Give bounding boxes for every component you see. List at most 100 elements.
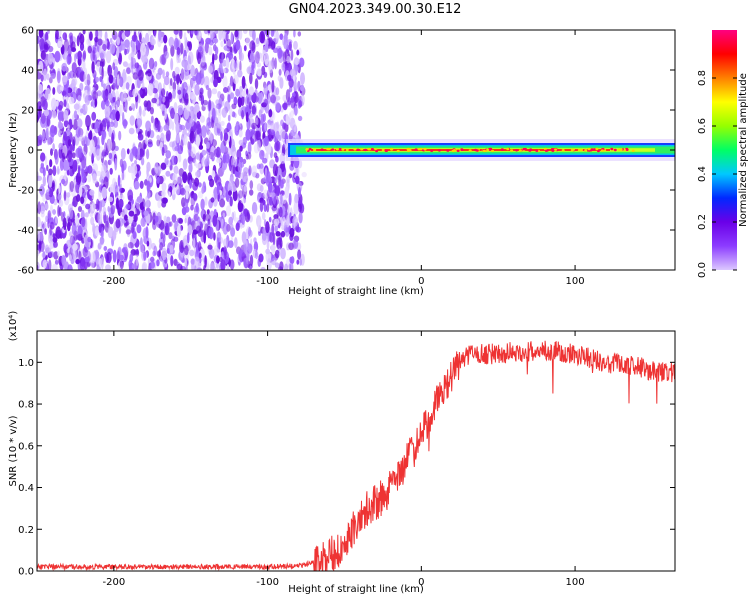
- noise-blob: [208, 226, 214, 240]
- signal-speck: [544, 149, 548, 152]
- noise-blob: [195, 163, 202, 169]
- noise-blob: [104, 31, 108, 41]
- noise-blob: [203, 76, 210, 89]
- noise-blob: [126, 148, 130, 155]
- noise-blob: [238, 190, 244, 199]
- noise-blob: [272, 47, 279, 53]
- x-tick-label: 0: [418, 276, 424, 287]
- signal-speck: [414, 148, 418, 151]
- signal-speck: [341, 148, 345, 151]
- noise-blob: [72, 72, 78, 78]
- y-tick-label: 20: [21, 106, 34, 117]
- noise-blob: [141, 261, 148, 270]
- noise-blob: [255, 130, 261, 141]
- noise-blob: [264, 136, 269, 147]
- noise-blob: [107, 92, 113, 101]
- noise-blob: [37, 193, 39, 201]
- noise-blob: [260, 91, 263, 97]
- noise-blob: [67, 139, 72, 147]
- noise-blob: [216, 255, 220, 264]
- x-tick-label: -200: [103, 276, 126, 287]
- noise-blob: [238, 214, 242, 222]
- y-tick-label: 60: [21, 26, 34, 37]
- noise-blob: [195, 72, 202, 85]
- noise-blob: [99, 236, 105, 245]
- noise-blob: [225, 205, 231, 217]
- noise-blob: [45, 87, 51, 101]
- noise-blob: [274, 262, 280, 269]
- noise-blob: [161, 182, 167, 192]
- noise-blob: [132, 231, 137, 239]
- noise-blob: [99, 122, 104, 132]
- noise-blob: [124, 48, 127, 56]
- noise-blob: [251, 122, 257, 130]
- noise-blob: [201, 149, 207, 156]
- noise-blob: [228, 216, 234, 225]
- noise-blob: [116, 36, 120, 46]
- noise-blob: [161, 247, 167, 261]
- noise-blob: [131, 34, 138, 42]
- noise-blob: [170, 255, 174, 267]
- noise-blob: [56, 165, 60, 175]
- noise-blob: [143, 210, 149, 217]
- noise-blob: [61, 211, 64, 222]
- noise-blob: [67, 221, 71, 232]
- noise-blob: [145, 129, 148, 137]
- noise-blob: [188, 106, 193, 117]
- noise-blob: [150, 75, 155, 83]
- noise-blob: [176, 217, 183, 224]
- noise-blob: [225, 57, 230, 69]
- noise-blob: [243, 45, 247, 52]
- noise-blob: [148, 57, 155, 70]
- noise-blob: [223, 87, 229, 93]
- noise-blob: [119, 259, 124, 270]
- x-tick-label: 0: [418, 577, 424, 588]
- noise-blob: [156, 134, 160, 140]
- signal-speck: [453, 149, 457, 152]
- noise-blob: [234, 30, 239, 38]
- noise-blob: [193, 159, 197, 167]
- noise-blob: [189, 91, 196, 100]
- noise-blob: [270, 122, 275, 133]
- noise-blob: [107, 138, 113, 152]
- noise-blob: [168, 92, 172, 100]
- noise-blob: [251, 165, 257, 178]
- x-tick-label: 100: [566, 577, 585, 588]
- noise-blob: [55, 30, 59, 40]
- noise-blob: [264, 39, 269, 46]
- noise-blob: [221, 52, 224, 64]
- noise-blob: [157, 120, 161, 133]
- noise-blob: [227, 94, 231, 103]
- noise-blob: [300, 84, 305, 92]
- noise-blob: [107, 64, 113, 77]
- noise-blob: [116, 45, 120, 59]
- signal-speck: [313, 148, 317, 152]
- noise-blob: [115, 218, 121, 229]
- noise-blob: [117, 246, 122, 257]
- noise-blob: [275, 87, 280, 96]
- noise-blob: [39, 38, 45, 50]
- noise-blob: [233, 96, 238, 106]
- noise-blob: [40, 152, 46, 162]
- noise-blob: [168, 36, 175, 48]
- noise-blob: [39, 166, 45, 174]
- noise-blob: [100, 256, 104, 270]
- noise-blob: [231, 211, 235, 221]
- noise-blob: [257, 92, 261, 98]
- noise-blob: [265, 221, 270, 234]
- signal-speck: [491, 149, 494, 153]
- noise-blob: [128, 210, 135, 217]
- noise-blob: [130, 103, 135, 109]
- noise-blob: [268, 216, 272, 223]
- noise-blob: [189, 130, 195, 144]
- noise-blob: [183, 134, 188, 146]
- noise-blob: [254, 51, 260, 64]
- signal-speck: [587, 147, 591, 151]
- noise-blob: [213, 186, 218, 200]
- signal-speck: [327, 147, 331, 151]
- noise-blob: [150, 70, 156, 76]
- noise-blob: [277, 47, 283, 59]
- noise-blob: [37, 216, 41, 228]
- noise-blob: [280, 119, 284, 127]
- noise-blob: [92, 90, 98, 101]
